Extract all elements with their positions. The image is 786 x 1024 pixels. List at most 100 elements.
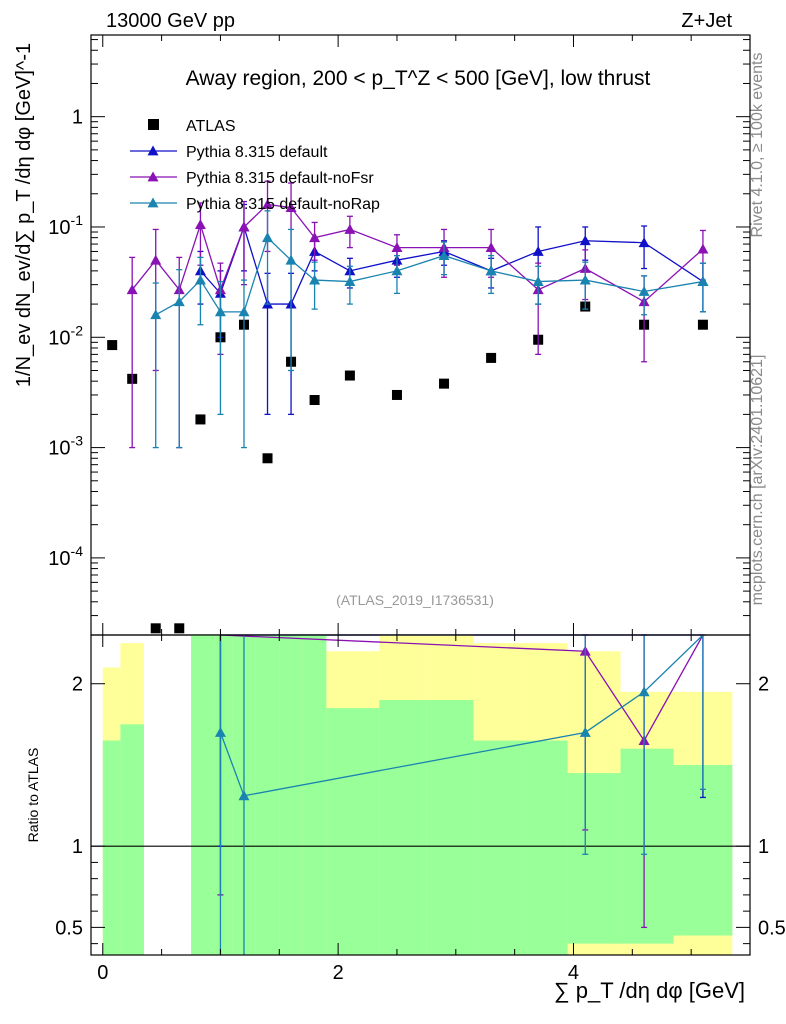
series-point: [344, 223, 356, 234]
legend-marker: [147, 145, 159, 156]
y-axis-title: 1/N_ev dN_ev/d∑ p_T /dη dφ [GeV]^-1: [13, 43, 35, 387]
series-line: [131, 203, 704, 303]
atlas-point: [107, 340, 118, 351]
series-point: [150, 254, 162, 265]
atlas-point: [439, 378, 450, 389]
ratio-y-tick-label: 2: [72, 674, 83, 696]
ratio-bands: [91, 635, 750, 955]
series-point: [262, 198, 274, 209]
x-axis-title: ∑ p_T /dη dφ [GeV]: [554, 978, 745, 1003]
atlas-point: [344, 370, 355, 381]
legend-entry: Pythia 8.315 default-noFsr: [130, 170, 374, 187]
series-point: [126, 284, 138, 295]
energy-label: 13000 GeV pp: [106, 10, 235, 32]
main-y-tick-label: 10-1: [48, 212, 83, 239]
series-point: [579, 235, 591, 246]
ratio-band-inner: [191, 635, 215, 955]
chart-title: Away region, 200 < p_T^Z < 500 [GeV], lo…: [186, 67, 651, 90]
ratio-y-tick-label: 1: [72, 836, 83, 858]
main-y-tick-label: 1: [72, 107, 83, 129]
legend-marker: [147, 171, 159, 182]
ratio-band-inner: [255, 635, 280, 955]
ratio-point: [579, 726, 591, 737]
atlas-point: [697, 319, 708, 330]
series-point: [438, 250, 450, 261]
ratio-axis-title: Ratio to ATLAS: [25, 748, 41, 843]
atlas-point: [150, 623, 161, 634]
ratio-line: [220, 634, 704, 742]
ratio-point: [214, 726, 226, 737]
series-point: [150, 309, 162, 320]
ratio-point: [638, 686, 650, 697]
legend-entry: Pythia 8.315 default-noRap: [130, 196, 380, 213]
series-1: [194, 203, 709, 416]
legend-marker: [148, 119, 159, 130]
series-line: [155, 236, 704, 316]
ratio-frame: [90, 634, 751, 956]
ratio-y-tick-label-right: 0.5: [758, 917, 786, 939]
series-point: [697, 276, 709, 286]
ratio-band-inner: [326, 708, 380, 955]
legend-entry: ATLAS: [148, 118, 236, 135]
series-point: [532, 276, 544, 286]
series-3: [150, 210, 709, 449]
series-point: [532, 245, 544, 256]
main-y-tick-label: 10-3: [48, 433, 83, 460]
x-tick-label: 4: [568, 962, 579, 984]
legend: ATLAS Pythia 8.315 default Pythia 8.315 de…: [130, 118, 380, 213]
legend-label: Pythia 8.315 default-noFsr: [186, 170, 374, 187]
main-y-tick-label: 10-4: [48, 543, 83, 570]
ratio-band-inner: [279, 635, 303, 955]
analysis-label: (ATLAS_2019_I1736531): [336, 592, 494, 608]
series-0: [107, 301, 708, 634]
series-point: [391, 242, 403, 253]
series-point: [697, 243, 709, 254]
ratio-band-inner: [214, 635, 233, 955]
series-point: [485, 242, 497, 253]
ratio-series-2: [214, 634, 706, 955]
series-point: [238, 306, 250, 317]
ratio-axes: 0 2 4 0.5 0.5 1 1 2 2: [55, 635, 786, 984]
ratio-band-inner: [473, 740, 521, 955]
legend-label: ATLAS: [186, 118, 236, 135]
series-line: [199, 224, 704, 305]
series-point: [579, 274, 591, 285]
atlas-point: [195, 414, 206, 425]
rivet-label: Rivet 4.1.0, ≥ 100k events: [749, 53, 766, 238]
series-point: [344, 276, 356, 286]
process-label: Z+Jet: [681, 10, 732, 32]
legend-entry: Pythia 8.315 default: [130, 144, 328, 161]
main-series: [107, 180, 709, 634]
series-point: [285, 202, 297, 212]
series-point: [638, 237, 650, 248]
atlas-point: [486, 352, 497, 363]
ratio-y-tick-label: 0.5: [55, 917, 83, 939]
series-point: [194, 274, 206, 285]
series-point: [214, 306, 226, 317]
legend-label: Pythia 8.315 default: [186, 144, 328, 161]
series-point: [309, 232, 321, 243]
main-axes: 1 10-1 10-2 10-3 10-4: [48, 35, 750, 636]
series-2: [126, 180, 709, 449]
mcplots-label: mcplots.cern.ch [arXiv:2401.10621]: [749, 355, 766, 606]
series-point: [285, 254, 297, 265]
series-point: [262, 232, 274, 243]
x-tick-label: 0: [97, 962, 108, 984]
ratio-band-inner: [426, 699, 474, 955]
series-point: [638, 286, 650, 296]
series-point: [391, 265, 403, 276]
atlas-point: [391, 389, 402, 400]
ratio-band-inner: [120, 724, 144, 955]
series-point: [485, 265, 497, 276]
main-y-tick-label: 10-2: [48, 322, 83, 349]
series-point: [238, 221, 250, 232]
ratio-band-inner: [302, 635, 327, 955]
series-point: [173, 296, 185, 307]
atlas-point: [262, 453, 273, 464]
ratio-band-inner: [567, 773, 621, 944]
atlas-point: [174, 623, 185, 634]
ratio-band-inner: [102, 740, 121, 955]
legend-marker: [147, 197, 159, 208]
ratio-point: [238, 790, 250, 801]
